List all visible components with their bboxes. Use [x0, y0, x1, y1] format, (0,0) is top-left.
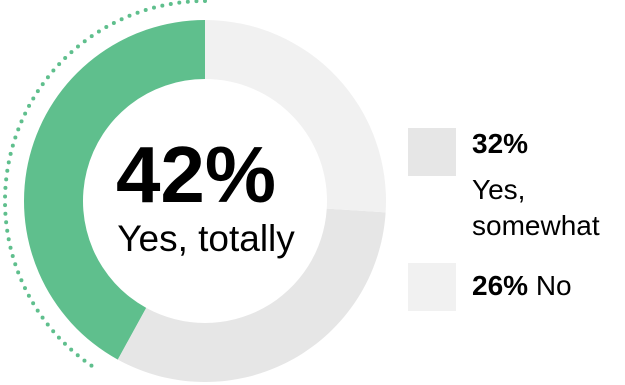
- center-category-label: Yes, totally: [117, 218, 295, 259]
- legend-text-no: 26% No: [472, 268, 572, 304]
- legend-label-no: No: [535, 270, 572, 301]
- legend-item-no: 26% No: [408, 263, 572, 311]
- legend-value-yes-somewhat: 32%: [472, 128, 529, 159]
- legend-swatch-yes-somewhat: [408, 128, 456, 176]
- slice-no: [205, 20, 386, 213]
- highlight-dotted-arc: [3, 0, 207, 371]
- legend-value-no: 26%: [472, 270, 529, 301]
- slices-group: [23, 20, 386, 382]
- slice-yes-somewhat: [117, 208, 386, 382]
- legend-swatch-no: [408, 263, 456, 311]
- legend-item-yes-somewhat: 32% Yes, somewhat: [408, 128, 625, 244]
- slice-yes-totally: [23, 20, 205, 360]
- center-value-label: 42%: [116, 130, 276, 219]
- legend-label-yes-somewhat: Yes, somewhat: [472, 174, 600, 241]
- legend-text-yes-somewhat: 32% Yes, somewhat: [472, 126, 625, 244]
